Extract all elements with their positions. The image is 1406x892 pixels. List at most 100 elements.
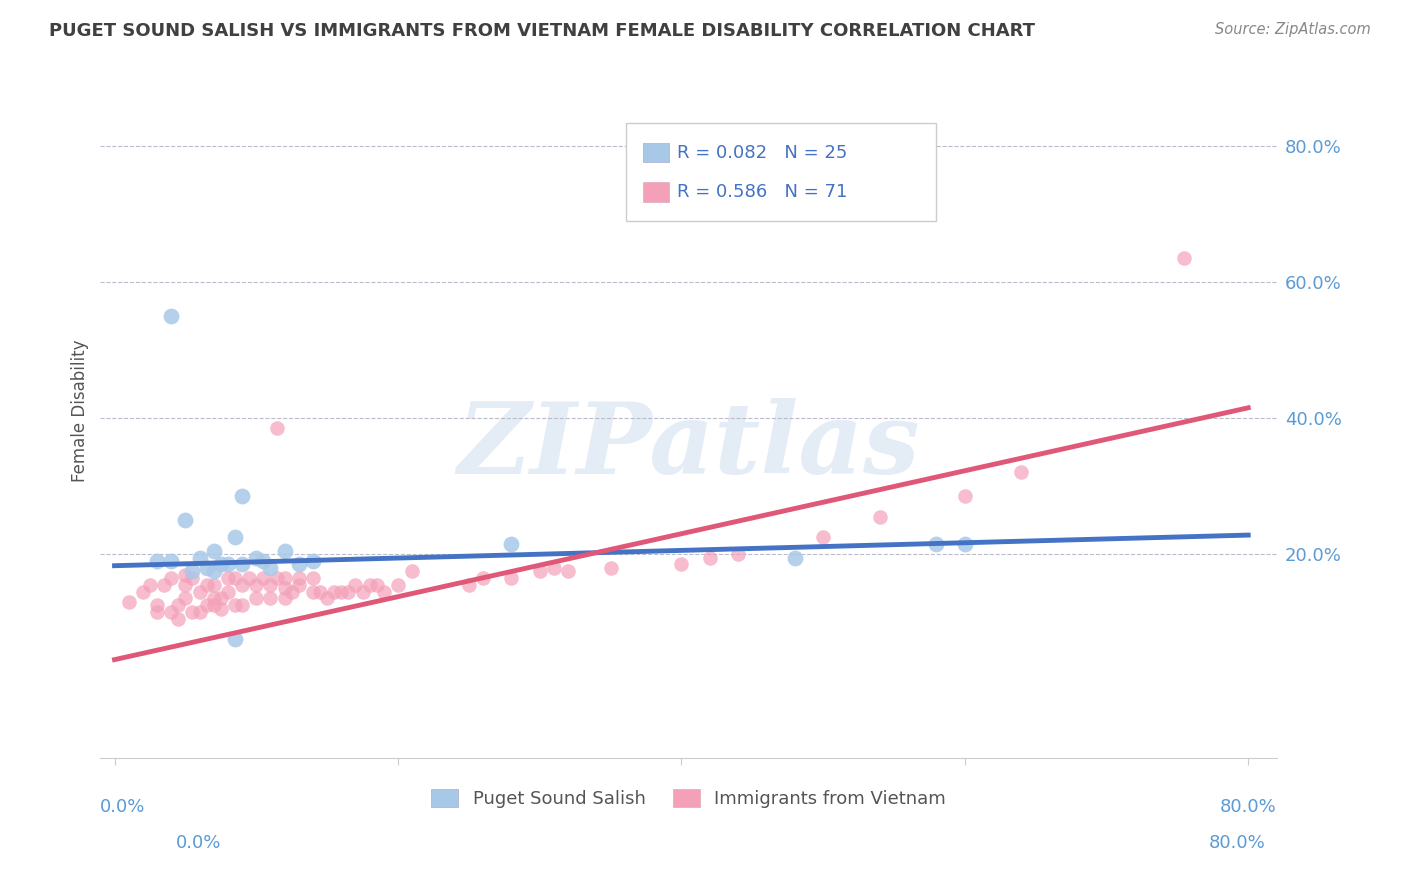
Point — [529, 564, 551, 578]
Point — [195, 598, 218, 612]
Point — [224, 632, 246, 647]
Point — [302, 554, 325, 568]
Point — [273, 571, 295, 585]
Point — [316, 591, 339, 606]
Point — [146, 598, 169, 612]
Point — [160, 571, 183, 585]
Point — [181, 605, 204, 619]
Point — [302, 584, 325, 599]
Point — [238, 571, 260, 585]
Point — [1173, 251, 1195, 265]
Point — [472, 571, 495, 585]
Point — [273, 591, 295, 606]
Point — [160, 605, 183, 619]
Point — [188, 550, 211, 565]
Point — [224, 571, 246, 585]
Point — [245, 591, 267, 606]
Point — [811, 530, 834, 544]
Point — [224, 598, 246, 612]
Point — [174, 567, 197, 582]
Point — [146, 554, 169, 568]
Text: Source: ZipAtlas.com: Source: ZipAtlas.com — [1215, 22, 1371, 37]
Point — [366, 578, 388, 592]
Point — [309, 584, 332, 599]
Point — [160, 554, 183, 568]
Point — [231, 578, 253, 592]
Point — [869, 509, 891, 524]
Text: PUGET SOUND SALISH VS IMMIGRANTS FROM VIETNAM FEMALE DISABILITY CORRELATION CHAR: PUGET SOUND SALISH VS IMMIGRANTS FROM VI… — [49, 22, 1035, 40]
Point — [273, 543, 295, 558]
Point — [224, 530, 246, 544]
Point — [287, 578, 309, 592]
Point — [280, 584, 302, 599]
Point — [181, 564, 204, 578]
Point — [202, 591, 225, 606]
Point — [323, 584, 346, 599]
Point — [252, 571, 274, 585]
Text: 80.0%: 80.0% — [1220, 798, 1277, 816]
Text: ZIPatlas: ZIPatlas — [457, 398, 920, 494]
Point — [231, 598, 253, 612]
Point — [259, 591, 281, 606]
Point — [231, 489, 253, 503]
Point — [302, 571, 325, 585]
Point — [245, 578, 267, 592]
Point — [259, 560, 281, 574]
Point — [501, 571, 523, 585]
Text: 0.0%: 0.0% — [176, 834, 221, 852]
Point — [217, 558, 239, 572]
Point — [195, 560, 218, 574]
Point — [146, 605, 169, 619]
Point — [167, 598, 190, 612]
Point — [174, 513, 197, 527]
Point — [287, 571, 309, 585]
Point — [557, 564, 579, 578]
Point — [727, 547, 749, 561]
Point — [174, 591, 197, 606]
Point — [287, 558, 309, 572]
Point — [139, 578, 162, 592]
Point — [387, 578, 409, 592]
Point — [202, 578, 225, 592]
Text: 80.0%: 80.0% — [1209, 834, 1265, 852]
Point — [330, 584, 353, 599]
Point — [167, 612, 190, 626]
Text: R = 0.082   N = 25: R = 0.082 N = 25 — [678, 144, 848, 161]
Point — [217, 571, 239, 585]
Point — [188, 605, 211, 619]
Text: R = 0.586   N = 71: R = 0.586 N = 71 — [678, 183, 848, 201]
Point — [953, 537, 976, 551]
Point — [195, 578, 218, 592]
Point — [252, 554, 274, 568]
Point — [273, 581, 295, 595]
Point — [209, 601, 232, 615]
Point — [501, 537, 523, 551]
Point — [202, 564, 225, 578]
Point — [599, 560, 621, 574]
Point — [266, 571, 288, 585]
Point — [457, 578, 479, 592]
Point — [202, 598, 225, 612]
Point — [118, 595, 141, 609]
Point — [401, 564, 423, 578]
Point — [202, 543, 225, 558]
Point — [373, 584, 395, 599]
Point — [160, 309, 183, 323]
Point — [209, 591, 232, 606]
Point — [699, 550, 721, 565]
Point — [174, 578, 197, 592]
Point — [543, 560, 565, 574]
Point — [337, 584, 360, 599]
Point — [359, 578, 381, 592]
Point — [209, 558, 232, 572]
Y-axis label: Female Disability: Female Disability — [72, 340, 89, 483]
Point — [188, 584, 211, 599]
Point — [925, 537, 948, 551]
Point — [181, 571, 204, 585]
Point — [259, 578, 281, 592]
Point — [132, 584, 155, 599]
Point — [231, 558, 253, 572]
Point — [671, 558, 693, 572]
Point — [953, 489, 976, 503]
Legend: Puget Sound Salish, Immigrants from Vietnam: Puget Sound Salish, Immigrants from Viet… — [423, 781, 953, 815]
